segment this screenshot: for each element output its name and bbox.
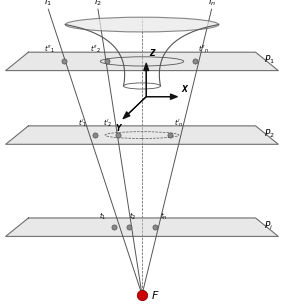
Text: $l_1$: $l_1$: [44, 0, 52, 8]
FancyArrow shape: [123, 97, 146, 119]
Point: [140, 292, 144, 297]
Text: $\mathit{F}$: $\mathit{F}$: [151, 289, 159, 301]
Text: X: X: [182, 85, 188, 94]
Point: [62, 59, 66, 64]
Text: $t''_1$: $t''_1$: [44, 44, 55, 55]
FancyArrow shape: [146, 94, 178, 99]
Text: $t'_2$: $t'_2$: [103, 118, 113, 129]
Text: $P_2$: $P_2$: [264, 127, 275, 140]
Text: $t''_n$: $t''_n$: [198, 44, 208, 55]
Text: $t'_1$: $t'_1$: [78, 118, 87, 129]
Text: $l_n$: $l_n$: [208, 0, 216, 8]
Text: $t''_2$: $t''_2$: [90, 44, 101, 55]
Text: Y: Y: [115, 124, 121, 133]
FancyArrow shape: [144, 63, 149, 97]
Point: [168, 133, 173, 138]
Point: [153, 225, 157, 230]
Polygon shape: [6, 52, 278, 71]
Text: $t_1$: $t_1$: [99, 211, 106, 222]
Text: $t_2$: $t_2$: [129, 211, 136, 222]
Polygon shape: [6, 126, 278, 144]
Text: $t_n$: $t_n$: [160, 211, 167, 222]
Point: [111, 225, 116, 230]
Point: [192, 59, 197, 64]
Point: [127, 225, 131, 230]
Point: [116, 133, 120, 138]
Text: $t'_n$: $t'_n$: [174, 118, 184, 129]
Polygon shape: [6, 218, 278, 236]
Text: Z: Z: [149, 49, 154, 58]
Point: [104, 59, 109, 64]
Point: [93, 133, 97, 138]
Ellipse shape: [65, 17, 219, 32]
Text: $P_1$: $P_1$: [264, 54, 275, 66]
Text: $P_i$: $P_i$: [264, 220, 273, 232]
Text: $l_2$: $l_2$: [94, 0, 102, 8]
